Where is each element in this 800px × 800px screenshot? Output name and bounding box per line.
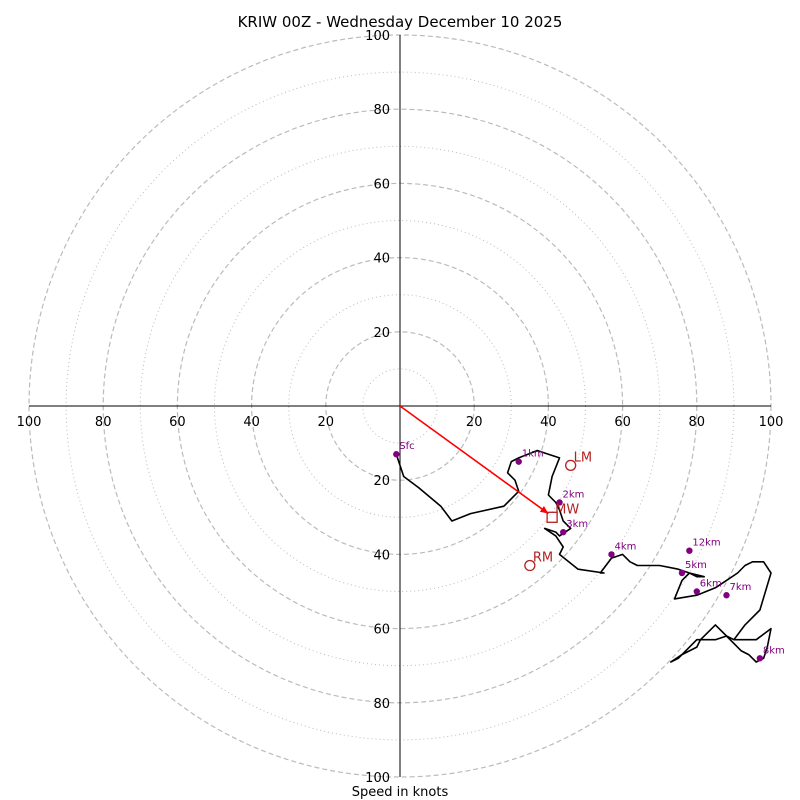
y-tick-label: 20 xyxy=(373,326,390,341)
storm-motion-label: LM xyxy=(574,450,592,465)
y-tick-label: 80 xyxy=(373,697,390,712)
x-tick-label: 100 xyxy=(17,415,42,430)
level-label: 6km xyxy=(700,579,722,590)
hodograph-trace xyxy=(395,449,772,663)
level-label: 4km xyxy=(614,541,636,552)
level-marker xyxy=(686,547,693,554)
y-tick-label: 60 xyxy=(373,177,390,192)
level-label: Sfc xyxy=(399,441,414,452)
y-tick-label: 40 xyxy=(373,252,390,267)
level-marker xyxy=(515,458,522,465)
chart-title: KRIW 00Z - Wednesday December 10 2025 xyxy=(238,13,563,31)
level-label: 5km xyxy=(685,560,707,571)
x-tick-label: 80 xyxy=(95,415,112,430)
x-tick-label: 20 xyxy=(318,415,335,430)
x-tick-label: 40 xyxy=(540,415,557,430)
level-label: 2km xyxy=(563,489,585,500)
y-tick-label: 60 xyxy=(373,623,390,638)
data-marks: Sfc 1km 2km 3km 4km 5km 6km 7km 8km 12km LM RM MW xyxy=(393,405,785,663)
y-tick-label: 40 xyxy=(373,548,390,563)
storm-motion-marker xyxy=(524,559,536,572)
level-marker xyxy=(393,451,400,458)
storm-motion-arrowhead xyxy=(539,506,549,514)
x-tick-label: 20 xyxy=(466,415,483,430)
tick-labels: 100 80 60 40 20 20 40 60 80 100 20 40 60 80 100 20 40 60 8… xyxy=(17,29,784,786)
level-marker xyxy=(756,655,764,662)
level-label: 8km xyxy=(763,645,785,656)
storm-motion-marker xyxy=(546,511,558,523)
y-tick-label: 100 xyxy=(365,29,390,44)
level-label: 7km xyxy=(729,582,751,593)
x-tick-label: 80 xyxy=(689,415,706,430)
storm-motion-vector xyxy=(399,405,549,515)
y-tick-label: 100 xyxy=(365,771,390,786)
x-tick-label: 40 xyxy=(243,415,260,430)
storm-motion-marker xyxy=(565,459,577,472)
storm-motion-label: RM xyxy=(533,551,553,566)
level-label: 12km xyxy=(692,538,720,549)
y-tick-label: 20 xyxy=(373,474,390,489)
level-marker xyxy=(678,569,686,577)
level-label: 3km xyxy=(566,519,588,530)
storm-motion-label: MW xyxy=(555,502,579,517)
level-marker xyxy=(608,551,615,558)
x-tick-label: 100 xyxy=(759,415,784,430)
level-marker xyxy=(560,528,567,536)
level-marker xyxy=(693,588,700,595)
x-axis-label: Speed in knots xyxy=(352,785,449,800)
level-label: 1km xyxy=(522,449,544,460)
y-tick-label: 80 xyxy=(373,103,390,118)
x-tick-label: 60 xyxy=(169,415,186,430)
level-marker xyxy=(556,499,563,506)
x-tick-label: 60 xyxy=(614,415,631,430)
level-marker xyxy=(723,592,730,599)
